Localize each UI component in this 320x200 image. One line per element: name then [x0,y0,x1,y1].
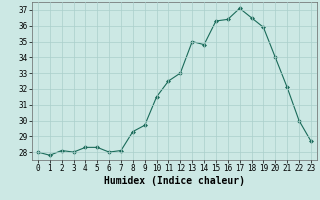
X-axis label: Humidex (Indice chaleur): Humidex (Indice chaleur) [104,176,245,186]
